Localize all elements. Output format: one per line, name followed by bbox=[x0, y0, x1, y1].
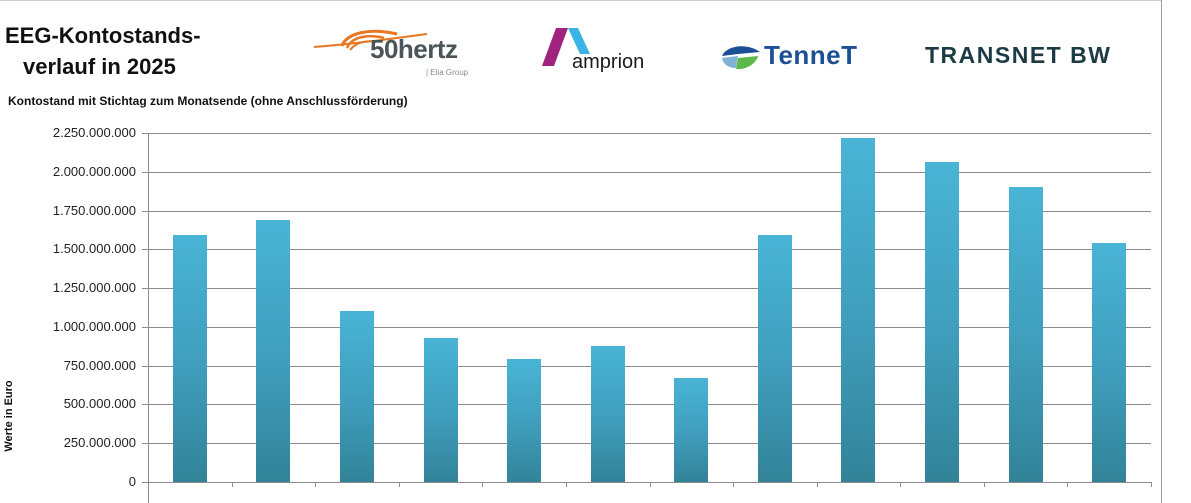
logo-50hertz: 50hertz | Elia Group bbox=[312, 26, 482, 80]
transnetbw-wordmark: TRANSNET BW bbox=[925, 42, 1112, 68]
bar-feb bbox=[256, 219, 291, 482]
bar-nov bbox=[1008, 187, 1043, 482]
logo-transnetbw: TRANSNET BW bbox=[925, 42, 1125, 74]
y-tick-label: 750.000.000 bbox=[63, 357, 136, 373]
y-axis-line bbox=[148, 133, 149, 503]
gridline bbox=[142, 210, 1151, 212]
title-line-2: verlauf in 2025 bbox=[23, 54, 176, 79]
gridline bbox=[142, 326, 1151, 328]
bar-sep bbox=[841, 137, 876, 482]
x-tick bbox=[482, 482, 484, 487]
bar-mär bbox=[339, 311, 374, 482]
y-tick-label: 250.000.000 bbox=[63, 435, 136, 451]
tennet-globe-icon bbox=[722, 46, 760, 70]
bar-okt bbox=[925, 162, 960, 482]
logo-tennet: TenneT bbox=[720, 40, 870, 74]
gridline bbox=[142, 249, 1151, 251]
x-tick bbox=[733, 482, 735, 487]
x-tick bbox=[231, 482, 233, 487]
x-tick bbox=[315, 482, 317, 487]
bar-apr bbox=[423, 337, 458, 482]
gridline bbox=[142, 482, 1151, 483]
y-tick-label: 500.000.000 bbox=[63, 396, 136, 412]
bar-dez bbox=[1092, 243, 1127, 482]
x-tick bbox=[816, 482, 818, 487]
gridline bbox=[142, 404, 1151, 406]
gridline bbox=[142, 288, 1151, 290]
x-tick bbox=[649, 482, 651, 487]
logo-amprion: amprion bbox=[540, 26, 670, 76]
50hertz-arc-icon bbox=[313, 29, 428, 51]
x-tick bbox=[565, 482, 567, 487]
y-tick-label: 1.250.000.000 bbox=[52, 280, 136, 296]
y-tick-label: 2.250.000.000 bbox=[52, 125, 136, 140]
gridline bbox=[142, 443, 1151, 445]
top-border bbox=[0, 0, 1162, 1]
x-tick bbox=[1151, 482, 1152, 487]
title-line-1: EEG-Kontostands- bbox=[5, 23, 201, 48]
bar-jun bbox=[590, 345, 625, 482]
gridline bbox=[142, 133, 1151, 134]
y-tick-label: 2.000.000.000 bbox=[52, 163, 136, 179]
x-tick bbox=[900, 482, 902, 487]
page-title: EEG-Kontostands- verlauf in 2025 bbox=[5, 20, 225, 82]
gridline bbox=[142, 365, 1151, 367]
amprion-a-icon bbox=[542, 28, 590, 66]
bar-jan bbox=[172, 235, 207, 482]
gridline bbox=[142, 171, 1151, 173]
tennet-wordmark: TenneT bbox=[764, 40, 858, 70]
y-tick-label: 1.000.000.000 bbox=[52, 318, 136, 334]
50hertz-wordmark: 50hertz bbox=[370, 34, 458, 64]
bar-chart-plot-area: 0 250.000.000 500.000.000 750.000.000 1.000.… bbox=[53, 125, 1152, 489]
right-border bbox=[1161, 0, 1162, 503]
y-tick-label: 1.500.000.000 bbox=[52, 241, 136, 257]
x-tick bbox=[1067, 482, 1069, 487]
y-tick-label: 1.750.000.000 bbox=[52, 202, 136, 218]
bar-jul bbox=[674, 378, 709, 482]
amprion-wordmark: amprion bbox=[572, 51, 645, 73]
50hertz-subline: | Elia Group bbox=[426, 68, 469, 77]
bar-mai bbox=[507, 359, 542, 482]
x-tick bbox=[983, 482, 985, 487]
bar-aug bbox=[757, 235, 792, 482]
x-tick bbox=[398, 482, 400, 487]
chart-subtitle: Kontostand mit Stichtag zum Monatsende (… bbox=[8, 94, 408, 108]
y-tick-label: 0 bbox=[128, 474, 136, 489]
